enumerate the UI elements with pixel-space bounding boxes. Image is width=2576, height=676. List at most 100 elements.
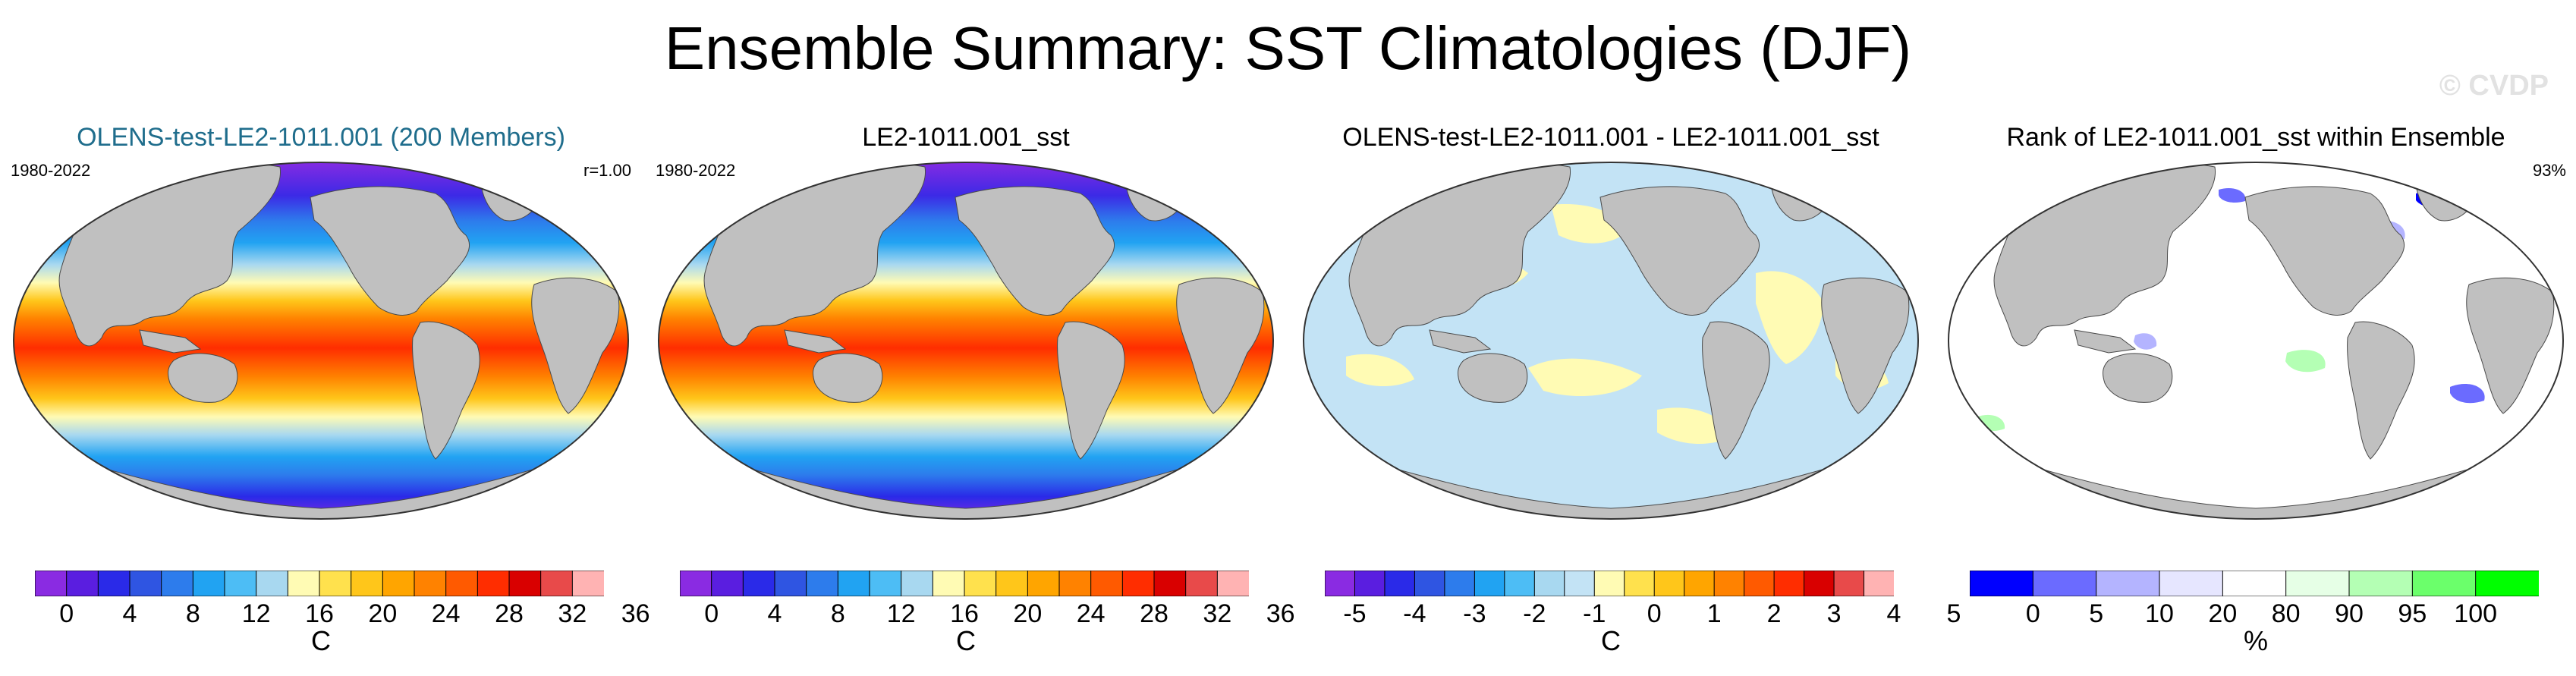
rank-region <box>2450 384 2485 404</box>
units-label: C <box>311 625 331 656</box>
colorbar-tick-label: -3 <box>1463 599 1486 628</box>
colorbar-swatch <box>1474 571 1505 596</box>
colorbar-swatch <box>1121 571 1155 596</box>
south-america-land <box>2347 321 2415 460</box>
africa-west-land <box>531 277 620 414</box>
colorbar-swatch <box>161 571 194 596</box>
colorbar <box>1325 571 1894 596</box>
colorbar-swatch <box>1833 571 1865 596</box>
colorbar-swatch <box>1354 571 1386 596</box>
colorbar-tick-label: 0 <box>1647 599 1662 628</box>
north-america-land <box>310 186 470 316</box>
colorbar-swatch <box>97 571 131 596</box>
rank-region <box>2219 187 2246 203</box>
colorbar-swatch <box>414 571 447 596</box>
south-america-land <box>1057 321 1125 460</box>
colorbar-swatch <box>837 571 870 596</box>
colorbar-swatch <box>1384 571 1416 596</box>
colorbar-swatch <box>1684 571 1716 596</box>
panel-title: LE2-1011.001_sst <box>862 123 1070 152</box>
colorbar-swatch <box>571 571 604 596</box>
world-map <box>658 162 1274 520</box>
colorbar-tick-label: 36 <box>621 599 650 628</box>
colorbar-swatch <box>508 571 542 596</box>
colorbar-swatch <box>1744 571 1776 596</box>
cvdp-watermark: © CVDP <box>2439 70 2549 102</box>
colorbar-tick-label: 5 <box>1946 599 1961 628</box>
colorbar-swatch <box>2159 571 2224 596</box>
panel-title: OLENS-test-LE2-1011.001 - LE2-1011.001_s… <box>1342 123 1879 152</box>
colorbar-swatch <box>1593 571 1625 596</box>
colorbar-tick-label: -2 <box>1523 599 1546 628</box>
colorbar-swatch <box>351 571 384 596</box>
north-america-land <box>955 186 1115 316</box>
map-field <box>1949 162 2563 519</box>
indonesia-land <box>2074 329 2137 354</box>
colorbar-swatch <box>66 571 99 596</box>
colorbar-swatch <box>1970 571 2034 596</box>
colorbar-ticks: 0 4 8 12 16 20 24 28 32 36 <box>680 599 1294 630</box>
colorbar-swatch <box>1058 571 1092 596</box>
map-outline <box>13 162 629 520</box>
colorbar-swatch <box>224 571 257 596</box>
colorbar <box>1970 571 2539 596</box>
colorbar-ticks: -5 -4 -3 -2 -1 0 1 2 3 4 5 <box>1325 599 1961 630</box>
colorbar-tick-label: 32 <box>558 599 587 628</box>
units-label: C <box>956 625 976 656</box>
colorbar-tick-label: 0 <box>704 599 719 628</box>
colorbar-swatch <box>2222 571 2287 596</box>
colorbar-swatch <box>192 571 225 596</box>
colorbar-tick-label: 0 <box>59 599 74 628</box>
colorbar <box>35 571 604 596</box>
colorbar-swatch <box>711 571 744 596</box>
australia-land <box>813 353 883 403</box>
colorbar-tick-label: 100 <box>2454 599 2498 628</box>
colorbar-swatch <box>1185 571 1219 596</box>
rank-region <box>2285 350 2326 373</box>
world-map <box>1303 162 1919 520</box>
colorbar-tick-label: 4 <box>122 599 137 628</box>
colorbar-tick-label: 95 <box>2398 599 2427 628</box>
colorbar-tick-label: 8 <box>830 599 845 628</box>
world-map <box>1948 162 2564 520</box>
indonesia-land <box>139 329 202 354</box>
map-field <box>659 162 1273 519</box>
stat-label: r=1.00 <box>583 161 631 180</box>
period-label: 1980-2022 <box>11 161 91 180</box>
colorbar-ticks: 0 4 8 12 16 20 24 28 32 36 <box>35 599 650 630</box>
colorbar <box>680 571 1249 596</box>
africa-west-land <box>1821 277 1910 414</box>
rank-region <box>2134 333 2157 350</box>
map-outline <box>1303 162 1919 520</box>
colorbar-tick-label: 2 <box>1766 599 1782 628</box>
colorbar-swatch <box>742 571 776 596</box>
colorbar-swatch <box>1713 571 1745 596</box>
colorbar-swatch <box>869 571 902 596</box>
colorbar-tick-label: 20 <box>2208 599 2238 628</box>
colorbar-swatch <box>2411 571 2477 596</box>
colorbar-tick-label: 12 <box>886 599 916 628</box>
colorbar-tick-label: 24 <box>1076 599 1106 628</box>
colorbar-swatch <box>256 571 289 596</box>
africa-west-land <box>1176 277 1265 414</box>
colorbar-swatch <box>129 571 162 596</box>
period-label: 1980-2022 <box>656 161 736 180</box>
colorbar-swatch <box>995 571 1029 596</box>
colorbar-tick-label: 3 <box>1826 599 1842 628</box>
panel-title: Rank of LE2-1011.001_sst within Ensemble <box>2006 123 2505 152</box>
colorbar-tick-label: -1 <box>1583 599 1606 628</box>
colorbar-tick-label: 90 <box>2335 599 2364 628</box>
colorbar-tick-label: 16 <box>950 599 979 628</box>
colorbar-tick-label: 10 <box>2145 599 2174 628</box>
world-map <box>13 162 629 520</box>
australia-land <box>168 353 238 403</box>
colorbar-swatch <box>1027 571 1061 596</box>
colorbar-tick-label: 24 <box>431 599 461 628</box>
colorbar-swatch <box>1564 571 1596 596</box>
colorbar-tick-label: 1 <box>1706 599 1722 628</box>
colorbar-swatch <box>1624 571 1656 596</box>
colorbar-swatch <box>1533 571 1565 596</box>
colorbar-tick-label: 80 <box>2271 599 2301 628</box>
colorbar-tick-label: 0 <box>2025 599 2040 628</box>
colorbar-tick-label: -5 <box>1343 599 1367 628</box>
